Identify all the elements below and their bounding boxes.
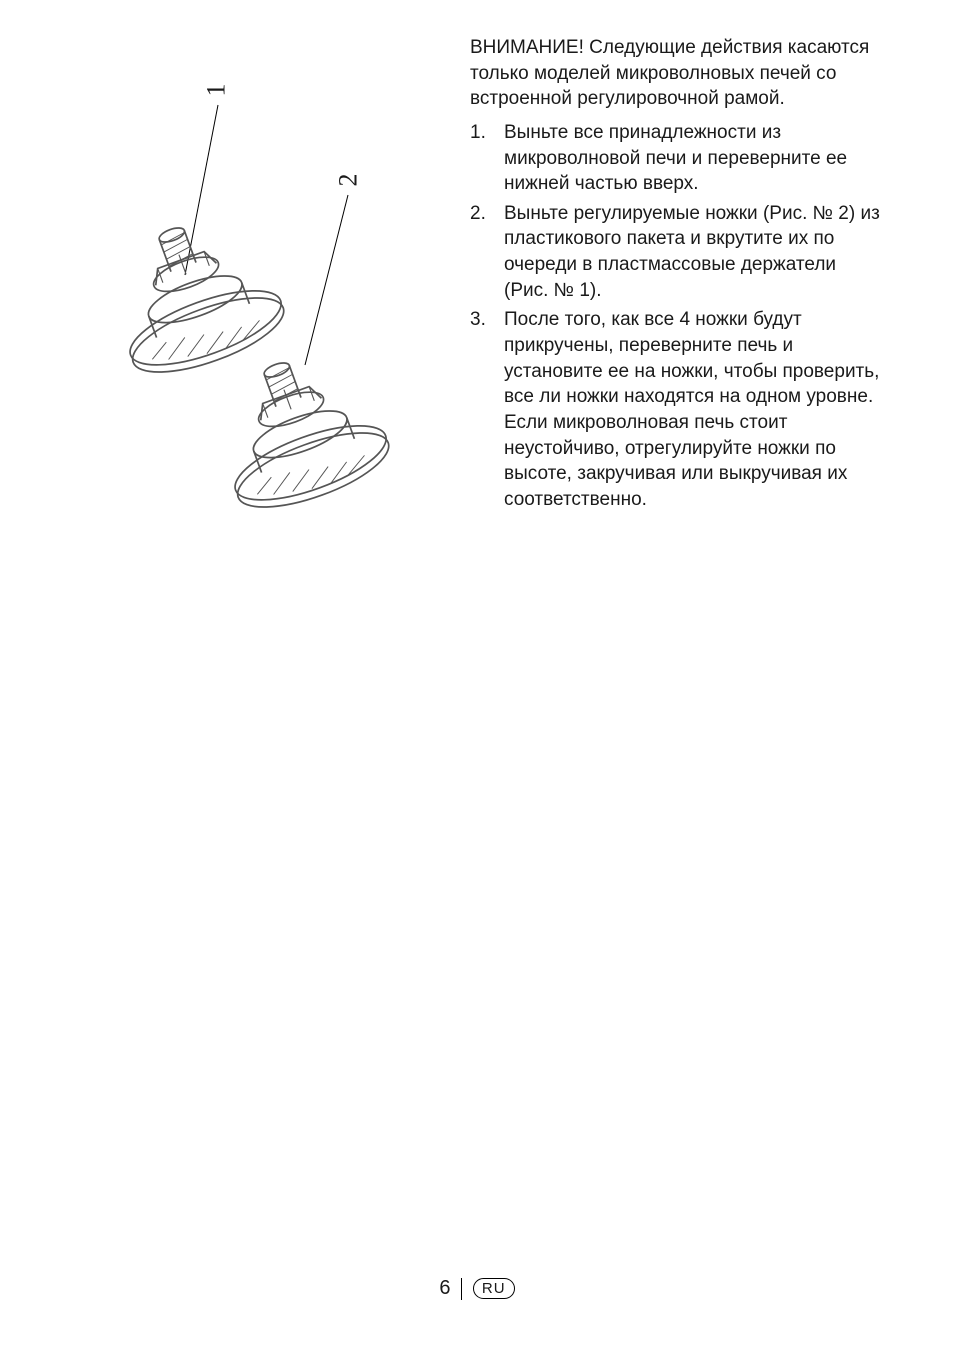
text-column: ВНИМАНИЕ! Следующие действия касаются то… <box>470 35 884 535</box>
figure-foot-icon <box>200 325 390 515</box>
page: 1 2 <box>0 0 954 1350</box>
footer-divider <box>461 1278 463 1300</box>
locale-badge: RU <box>473 1278 515 1299</box>
steps-list: Выньте все принадлежности из микроволнов… <box>470 120 884 513</box>
step-3: После того, как все 4 ножки будут прикру… <box>470 307 884 512</box>
figure-column: 1 2 <box>70 35 440 535</box>
page-footer: 6 RU <box>0 1277 954 1300</box>
page-number: 6 <box>439 1277 450 1299</box>
step-2: Выньте регулируемые ножки (Рис. № 2) из … <box>470 201 884 304</box>
intro-paragraph: ВНИМАНИЕ! Следующие действия касаются то… <box>470 35 884 112</box>
step-1: Выньте все принадлежности из микроволнов… <box>470 120 884 197</box>
content-row: 1 2 <box>0 0 954 535</box>
